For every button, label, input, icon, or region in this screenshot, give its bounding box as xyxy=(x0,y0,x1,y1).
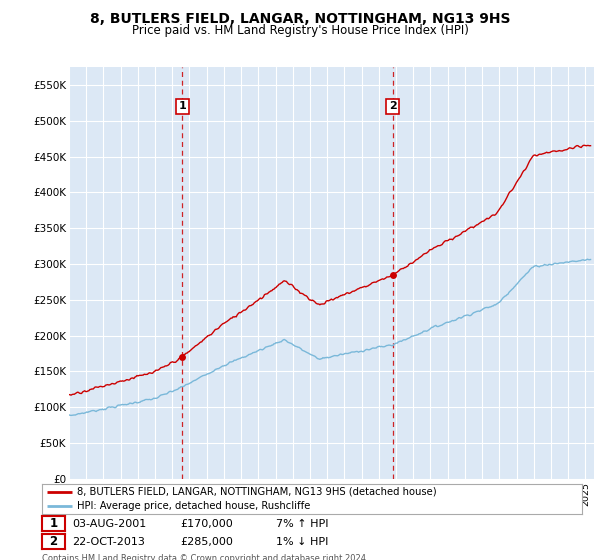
Text: HPI: Average price, detached house, Rushcliffe: HPI: Average price, detached house, Rush… xyxy=(77,501,310,511)
Text: 2: 2 xyxy=(389,101,397,111)
Text: 1: 1 xyxy=(49,517,58,530)
Text: 03-AUG-2001: 03-AUG-2001 xyxy=(72,519,146,529)
Text: 2: 2 xyxy=(49,535,58,548)
Text: 8, BUTLERS FIELD, LANGAR, NOTTINGHAM, NG13 9HS (detached house): 8, BUTLERS FIELD, LANGAR, NOTTINGHAM, NG… xyxy=(77,487,437,497)
Text: £285,000: £285,000 xyxy=(180,536,233,547)
Text: Contains HM Land Registry data © Crown copyright and database right 2024.
This d: Contains HM Land Registry data © Crown c… xyxy=(42,554,368,560)
Text: 1: 1 xyxy=(178,101,186,111)
Text: 7% ↑ HPI: 7% ↑ HPI xyxy=(276,519,329,529)
Text: £170,000: £170,000 xyxy=(180,519,233,529)
Text: Price paid vs. HM Land Registry's House Price Index (HPI): Price paid vs. HM Land Registry's House … xyxy=(131,24,469,36)
Text: 22-OCT-2013: 22-OCT-2013 xyxy=(72,536,145,547)
Text: 1% ↓ HPI: 1% ↓ HPI xyxy=(276,536,328,547)
Text: 8, BUTLERS FIELD, LANGAR, NOTTINGHAM, NG13 9HS: 8, BUTLERS FIELD, LANGAR, NOTTINGHAM, NG… xyxy=(90,12,510,26)
